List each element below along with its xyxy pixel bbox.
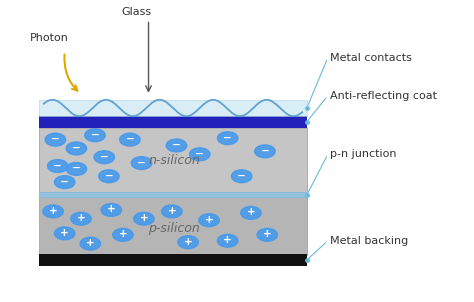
Text: p-n junction: p-n junction <box>330 149 397 159</box>
Text: +: + <box>49 206 57 216</box>
Circle shape <box>218 234 238 247</box>
Circle shape <box>190 148 210 161</box>
Circle shape <box>55 227 75 240</box>
Circle shape <box>231 170 252 183</box>
Text: Metal backing: Metal backing <box>330 236 409 246</box>
Circle shape <box>71 212 91 225</box>
Text: −: − <box>261 146 269 156</box>
Bar <box>39 100 307 116</box>
Text: +: + <box>184 236 192 247</box>
Text: −: − <box>126 134 134 144</box>
Bar <box>39 192 307 198</box>
Text: Photon: Photon <box>30 33 69 43</box>
Circle shape <box>218 132 238 145</box>
Circle shape <box>43 205 64 218</box>
Text: −: − <box>72 163 81 173</box>
Circle shape <box>66 162 87 175</box>
Circle shape <box>134 212 154 225</box>
Text: +: + <box>60 228 69 238</box>
Text: +: + <box>167 206 176 216</box>
Bar <box>39 255 307 265</box>
FancyArrowPatch shape <box>64 55 77 91</box>
Circle shape <box>255 145 275 158</box>
Circle shape <box>162 205 182 218</box>
Circle shape <box>94 151 115 164</box>
Text: −: − <box>105 171 113 181</box>
Circle shape <box>241 207 261 219</box>
Text: Glass: Glass <box>122 7 152 17</box>
Text: +: + <box>205 215 213 225</box>
Text: −: − <box>195 149 204 159</box>
Circle shape <box>113 228 133 241</box>
Circle shape <box>119 133 140 146</box>
Text: +: + <box>246 207 255 217</box>
Text: −: − <box>51 134 60 144</box>
Circle shape <box>199 214 219 226</box>
Circle shape <box>85 129 105 142</box>
Text: Metal contacts: Metal contacts <box>330 53 412 63</box>
Text: +: + <box>118 229 128 239</box>
Text: −: − <box>54 160 62 170</box>
Text: +: + <box>223 235 232 245</box>
Bar <box>39 197 307 255</box>
Circle shape <box>101 204 121 217</box>
Circle shape <box>66 142 87 155</box>
Circle shape <box>257 228 277 241</box>
Text: +: + <box>77 213 85 223</box>
Text: −: − <box>60 177 69 187</box>
Text: p-silicon: p-silicon <box>148 223 200 236</box>
Text: +: + <box>263 229 272 239</box>
Bar <box>39 116 307 128</box>
Circle shape <box>80 237 100 250</box>
Text: Anti-reflecting coat: Anti-reflecting coat <box>330 91 437 101</box>
Text: +: + <box>139 213 148 223</box>
Bar <box>39 128 307 192</box>
Circle shape <box>55 176 75 188</box>
Circle shape <box>166 139 187 152</box>
Text: −: − <box>72 143 81 153</box>
Text: +: + <box>107 204 116 214</box>
Circle shape <box>99 170 119 183</box>
Text: −: − <box>237 171 246 181</box>
Circle shape <box>178 236 198 249</box>
Circle shape <box>131 157 152 169</box>
Text: −: − <box>172 140 181 150</box>
Text: −: − <box>137 157 146 168</box>
Circle shape <box>47 159 68 172</box>
Text: −: − <box>91 130 100 140</box>
Text: +: + <box>86 238 95 248</box>
Text: n-silicon: n-silicon <box>148 154 200 167</box>
Text: −: − <box>223 133 232 143</box>
Text: −: − <box>100 152 109 162</box>
Circle shape <box>45 133 65 146</box>
